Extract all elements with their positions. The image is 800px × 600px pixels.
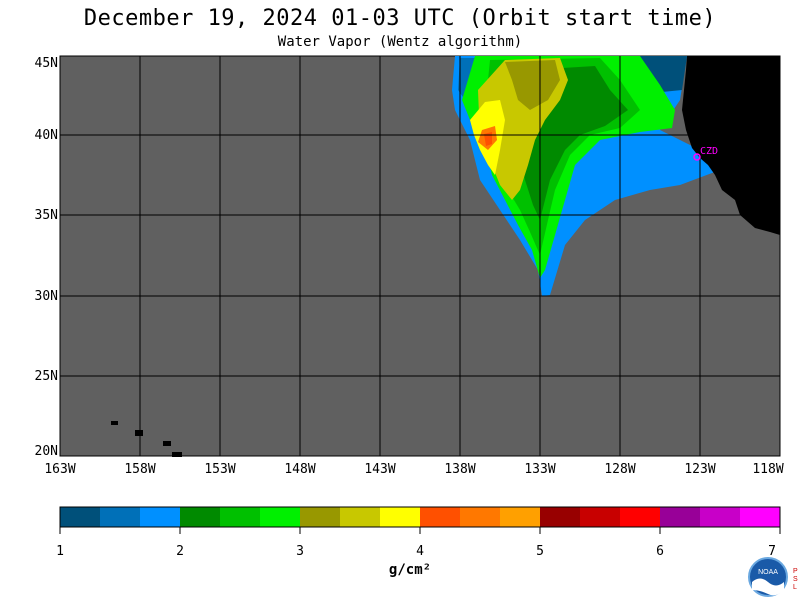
lat-label: 20N	[34, 444, 58, 459]
noaa-logo-icon: NOAA	[748, 557, 788, 597]
colorbar-swatch	[500, 507, 541, 527]
colorbar-tick-label: 3	[296, 544, 304, 559]
map-subtitle: Water Vapor (Wentz algorithm)	[277, 34, 523, 50]
colorbar-tick-label: 1	[56, 544, 64, 559]
colorbar-swatch	[420, 507, 461, 527]
colorbar-swatch	[700, 507, 741, 527]
colorbar-swatch	[180, 507, 221, 527]
colorbar-swatch	[220, 507, 261, 527]
colorbar-swatch	[60, 507, 101, 527]
colorbar-swatch	[580, 507, 621, 527]
colorbar-swatch	[140, 507, 181, 527]
lat-label: 25N	[34, 369, 58, 384]
lon-label: 133W	[524, 462, 556, 477]
colorbar	[59, 507, 781, 534]
svg-text:P: P	[793, 568, 798, 575]
lon-label: 118W	[752, 462, 784, 477]
lat-label: 35N	[34, 208, 58, 223]
land-north-america	[682, 56, 780, 235]
colorbar-tick-label: 6	[656, 544, 664, 559]
station-marker-czd	[693, 153, 701, 161]
colorbar-units: g/cm²	[388, 562, 432, 578]
lon-label: 123W	[684, 462, 716, 477]
lon-label: 163W	[44, 462, 76, 477]
graticule	[60, 56, 780, 456]
colorbar-swatch	[660, 507, 701, 527]
station-label: CZD	[700, 146, 719, 157]
lon-label: 138W	[444, 462, 476, 477]
colorbar-tick-label: 2	[176, 544, 184, 559]
colorbar-swatch	[620, 507, 661, 527]
map-title: December 19, 2024 01-03 UTC (Orbit start…	[83, 6, 717, 31]
hawaiian-islands	[111, 421, 182, 457]
colorbar-tick-label: 4	[416, 544, 424, 559]
svg-text:NOAA: NOAA	[758, 569, 778, 576]
lon-label: 158W	[124, 462, 156, 477]
lon-label: 128W	[604, 462, 636, 477]
colorbar-swatch	[300, 507, 341, 527]
swath-dark-olive	[505, 60, 560, 110]
colorbar-frame	[59, 506, 781, 528]
colorbar-tick-label: 7	[768, 544, 776, 559]
lat-label: 45N	[34, 56, 58, 71]
colorbar-swatch	[740, 507, 781, 527]
colorbar-swatch	[260, 507, 301, 527]
lon-label: 153W	[204, 462, 236, 477]
colorbar-swatch	[540, 507, 581, 527]
colorbar-swatch	[340, 507, 381, 527]
lon-label: 148W	[284, 462, 316, 477]
svg-text:L: L	[793, 584, 797, 591]
colorbar-swatch	[460, 507, 501, 527]
colorbar-swatch	[100, 507, 141, 527]
colorbar-tick-label: 5	[536, 544, 544, 559]
colorbar-swatch	[380, 507, 421, 527]
lat-label: 40N	[34, 128, 58, 143]
svg-text:S: S	[793, 576, 798, 583]
lon-label: 143W	[364, 462, 396, 477]
psl-logo-icon: P S L	[793, 568, 798, 591]
lat-label: 30N	[34, 289, 58, 304]
